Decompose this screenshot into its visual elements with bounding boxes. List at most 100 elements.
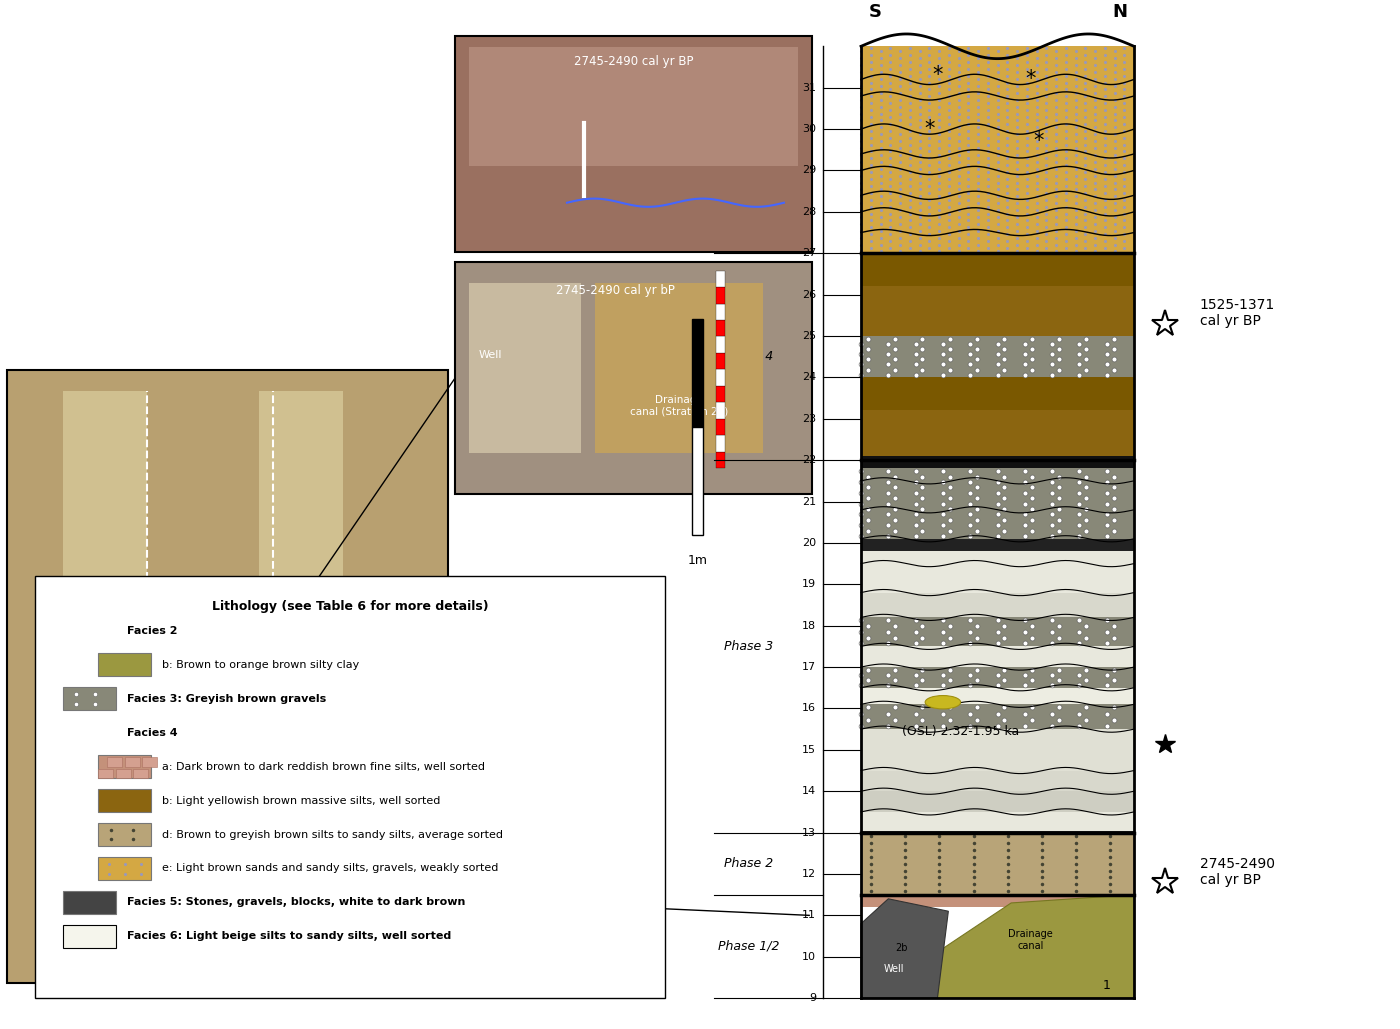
Text: 11: 11 <box>802 911 816 920</box>
Bar <box>861 617 1134 646</box>
Bar <box>861 378 1134 411</box>
Text: 23: 23 <box>802 414 816 424</box>
Text: 1525-1371
cal yr BP: 1525-1371 cal yr BP <box>1200 298 1275 328</box>
Text: 22: 22 <box>802 455 816 465</box>
Bar <box>469 46 798 166</box>
Bar <box>715 271 725 287</box>
Text: 28: 28 <box>802 207 816 217</box>
Bar <box>106 757 122 767</box>
Text: Phase 4: Phase 4 <box>724 350 774 363</box>
Text: 1m: 1m <box>687 554 707 567</box>
Bar <box>861 986 1134 998</box>
Text: *: * <box>1025 69 1036 90</box>
Text: S: S <box>868 3 882 21</box>
Text: Phase 1/2: Phase 1/2 <box>718 939 780 953</box>
Bar <box>715 452 725 468</box>
Bar <box>715 369 725 386</box>
Text: Well: Well <box>883 964 904 974</box>
Text: 21: 21 <box>802 497 816 506</box>
Bar <box>98 653 151 676</box>
Bar <box>98 755 151 778</box>
Text: e: Light brown sands and sandy silts, gravels, weakly sorted: e: Light brown sands and sandy silts, gr… <box>162 863 498 874</box>
Bar <box>259 391 343 931</box>
Bar <box>715 304 725 320</box>
Text: Facies 2: Facies 2 <box>127 626 178 636</box>
Bar <box>861 253 1134 286</box>
Bar <box>715 320 725 336</box>
Bar <box>715 287 725 304</box>
FancyBboxPatch shape <box>35 576 665 998</box>
Text: *: * <box>924 119 934 139</box>
Bar <box>715 336 725 353</box>
Bar <box>469 283 581 453</box>
Text: Well: Well <box>479 350 501 360</box>
Bar <box>861 593 1134 617</box>
Bar <box>98 789 151 812</box>
Text: 9: 9 <box>809 993 816 1003</box>
Bar <box>692 427 703 535</box>
Bar <box>35 880 420 942</box>
Bar <box>715 386 725 402</box>
Text: 20: 20 <box>802 538 816 547</box>
Bar <box>98 823 151 846</box>
Bar <box>861 46 1134 253</box>
Text: 2b: 2b <box>896 944 909 954</box>
Bar <box>861 336 1134 378</box>
Bar <box>125 757 140 767</box>
Bar <box>692 319 703 427</box>
Text: Location of the LOG: Location of the LOG <box>172 942 283 952</box>
Bar <box>861 667 1134 687</box>
Text: Drainage
canal (Stratum 2b): Drainage canal (Stratum 2b) <box>630 395 728 417</box>
Bar <box>98 857 151 880</box>
Text: 18: 18 <box>802 620 816 631</box>
Ellipse shape <box>925 696 960 709</box>
Bar <box>861 411 1134 460</box>
Bar <box>133 769 148 778</box>
Bar <box>861 830 1134 835</box>
Bar <box>861 730 1134 771</box>
Bar <box>861 468 1134 539</box>
Bar <box>715 435 725 452</box>
Text: d: Brown to greyish brown silts to sandy silts, average sorted: d: Brown to greyish brown silts to sandy… <box>162 829 504 840</box>
Text: Phase 5: Phase 5 <box>724 143 774 156</box>
Text: 12: 12 <box>802 868 816 879</box>
Text: 2745-2490
cal yr BP: 2745-2490 cal yr BP <box>1200 857 1275 887</box>
Text: *: * <box>1033 132 1043 151</box>
Bar <box>715 402 725 419</box>
Text: 10: 10 <box>802 952 816 962</box>
Bar <box>63 891 116 914</box>
Bar <box>861 812 1134 832</box>
Polygon shape <box>930 894 1134 998</box>
Text: 25: 25 <box>802 331 816 341</box>
Bar <box>116 769 130 778</box>
Text: 14: 14 <box>802 786 816 796</box>
Bar <box>7 370 448 983</box>
Bar <box>715 419 725 435</box>
Text: 30: 30 <box>802 125 816 134</box>
Text: Facies 6: Light beige silts to sandy silts, well sorted: Facies 6: Light beige silts to sandy sil… <box>127 931 452 942</box>
Text: 29: 29 <box>802 166 816 176</box>
Bar <box>595 283 763 453</box>
Bar <box>455 36 812 252</box>
Text: a: Dark brown to dark reddish brown fine silts, well sorted: a: Dark brown to dark reddish brown fine… <box>162 761 486 772</box>
Text: N: N <box>1113 3 1127 21</box>
Bar <box>63 925 116 948</box>
Text: b: Brown to orange brown silty clay: b: Brown to orange brown silty clay <box>162 660 360 670</box>
Bar <box>861 286 1134 336</box>
Text: Drainage
canal: Drainage canal <box>1008 929 1053 951</box>
Text: 13: 13 <box>802 827 816 838</box>
Text: 15: 15 <box>802 745 816 755</box>
Bar <box>861 552 1134 593</box>
Text: 17: 17 <box>802 662 816 672</box>
Text: Phase 3: Phase 3 <box>724 640 774 652</box>
Text: 2745-2490 cal yr bP: 2745-2490 cal yr bP <box>556 284 675 296</box>
Bar <box>861 456 1134 468</box>
Text: 24: 24 <box>802 372 816 383</box>
Text: (OSL) 2.32-1.95 ka: (OSL) 2.32-1.95 ka <box>902 725 1019 739</box>
Text: *: * <box>932 65 942 85</box>
Bar <box>98 769 113 778</box>
Bar <box>861 791 1134 812</box>
Text: Facies 3: Greyish brown gravels: Facies 3: Greyish brown gravels <box>127 694 326 704</box>
Bar <box>715 353 725 369</box>
Text: 31: 31 <box>802 82 816 93</box>
